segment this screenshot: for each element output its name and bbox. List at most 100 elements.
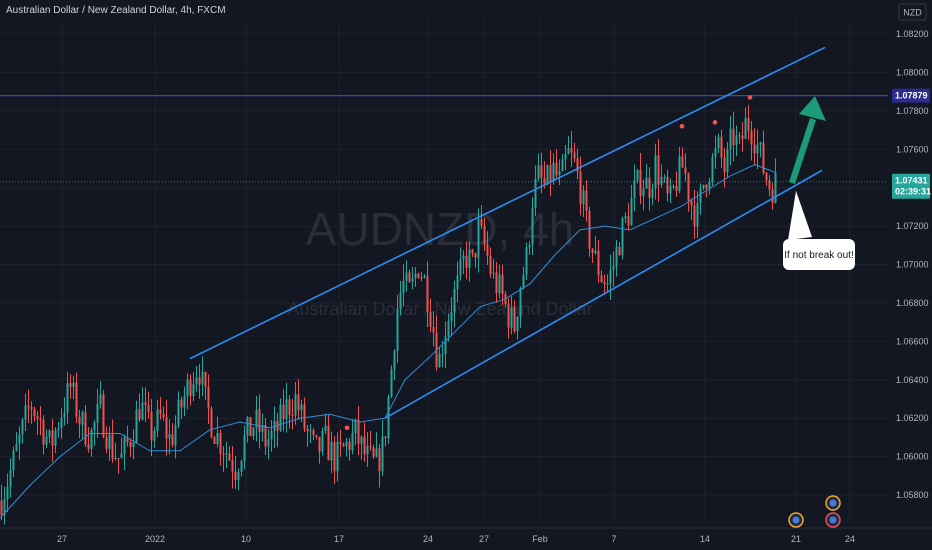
candle-body <box>147 404 150 412</box>
candle-body <box>423 276 426 278</box>
x-tick-label: Feb <box>532 534 548 544</box>
candle-body <box>102 394 105 438</box>
candle <box>321 427 324 456</box>
candle-body <box>585 190 588 211</box>
y-tick-label: 1.07800 <box>896 106 929 116</box>
candle <box>411 267 414 290</box>
candle-body <box>198 377 201 385</box>
overlays <box>0 46 888 519</box>
candle-body <box>105 437 108 449</box>
candle <box>99 381 102 409</box>
candle-body <box>135 409 138 443</box>
candle-body <box>492 272 495 274</box>
candle-body <box>432 326 435 333</box>
candle-body <box>615 247 618 266</box>
candle-body <box>213 437 216 445</box>
candle <box>651 183 654 205</box>
candle-body <box>204 371 207 387</box>
candle-body <box>525 247 528 275</box>
candle-body <box>501 274 504 294</box>
projection-arrow <box>789 96 826 184</box>
candle <box>426 261 429 327</box>
candle-body <box>540 165 543 178</box>
candle <box>741 122 744 152</box>
candle <box>285 382 288 433</box>
candle-body <box>318 437 321 452</box>
candle-body <box>474 253 477 258</box>
candle <box>498 264 501 299</box>
candle-body <box>363 436 366 455</box>
candle-body <box>15 444 18 451</box>
candle-body <box>27 405 30 408</box>
candle-body <box>639 170 642 196</box>
candle <box>153 426 156 448</box>
candle-body <box>543 177 546 184</box>
x-tick-label: 10 <box>241 534 251 544</box>
candle-body <box>642 188 645 196</box>
candle-body <box>222 453 225 455</box>
candle-body <box>738 135 741 137</box>
event-icon[interactable] <box>788 512 804 528</box>
candle-body <box>687 173 690 201</box>
candle-body <box>168 434 171 439</box>
candle <box>489 247 492 278</box>
y-tick-label: 1.06600 <box>896 336 929 346</box>
candle <box>555 149 558 179</box>
candle <box>753 128 756 165</box>
candle <box>675 171 678 197</box>
candle-body <box>33 409 36 417</box>
signal-marker <box>344 425 350 431</box>
event-icons[interactable] <box>788 495 841 528</box>
candle-body <box>306 428 309 432</box>
candle <box>69 374 72 399</box>
x-tick-label: 21 <box>791 534 801 544</box>
candle <box>177 391 180 429</box>
candle <box>222 445 225 472</box>
currency-label: NZD <box>903 8 922 18</box>
time-axis[interactable]: 27 2022 10 17 24 27 Feb 7 14 21 24 <box>0 527 932 544</box>
candle <box>327 414 330 461</box>
candle <box>486 231 489 265</box>
candle-body <box>426 276 429 312</box>
currency-badge[interactable]: NZD <box>898 3 927 21</box>
candle-body <box>705 184 708 189</box>
candle-body <box>189 379 192 397</box>
candle <box>246 415 249 443</box>
candle-body <box>60 417 63 429</box>
candle-body <box>444 336 447 354</box>
candle-body <box>699 188 702 203</box>
price-axis[interactable]: 1.082001.080001.078001.076001.074001.072… <box>892 29 931 500</box>
countdown-text: 02:39:31 <box>895 187 931 197</box>
candle-body <box>144 402 147 405</box>
candle <box>18 426 21 460</box>
candle <box>282 389 285 432</box>
event-icon[interactable] <box>825 495 841 511</box>
candle-body <box>693 205 696 227</box>
candle <box>87 427 90 453</box>
candle-body <box>120 453 123 459</box>
candle <box>618 242 621 256</box>
event-icon[interactable] <box>825 512 841 528</box>
candle <box>603 274 606 296</box>
candle-body <box>360 436 363 444</box>
candle <box>432 311 435 347</box>
candle-body <box>348 441 351 451</box>
candle-body <box>756 144 759 154</box>
candle <box>582 185 585 218</box>
candle <box>681 147 684 168</box>
y-tick-label: 1.08200 <box>896 29 929 39</box>
x-tick-label: 27 <box>479 534 489 544</box>
candle-body <box>264 425 267 447</box>
candle <box>750 121 753 161</box>
candle <box>351 419 354 455</box>
candle-body <box>312 430 315 436</box>
candle-body <box>477 219 480 258</box>
candle <box>495 261 498 303</box>
candle <box>396 294 399 364</box>
candle <box>105 426 108 453</box>
candle <box>6 473 9 513</box>
candle <box>33 406 36 422</box>
candle-body <box>369 445 372 448</box>
candle-body <box>678 156 681 191</box>
